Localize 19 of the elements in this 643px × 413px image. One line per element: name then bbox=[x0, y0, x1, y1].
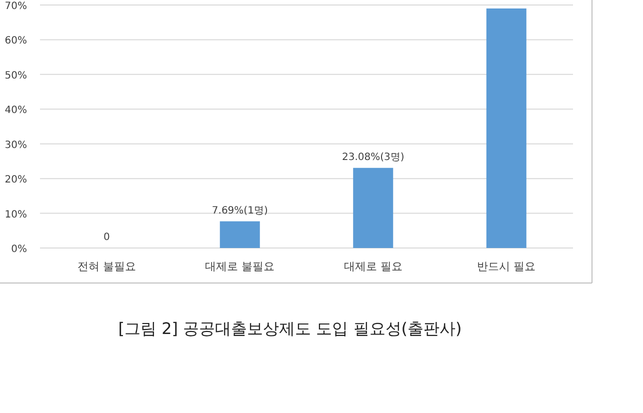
data-label: 23.08%(3명) bbox=[342, 152, 404, 163]
bar bbox=[486, 8, 526, 248]
data-label: 0 bbox=[103, 232, 110, 243]
y-tick-label: 10% bbox=[4, 209, 27, 220]
x-tick-label: 대제로 불필요 bbox=[205, 260, 275, 273]
y-tick-label: 20% bbox=[4, 174, 27, 186]
text: [그림 2] 공공대출보상제도 도입 필요성(출판사) bbox=[118, 319, 462, 338]
data-label: 7.69%(1명) bbox=[212, 205, 268, 216]
bar bbox=[353, 168, 394, 248]
bar bbox=[220, 221, 260, 248]
y-tick-label: 50% bbox=[4, 70, 27, 82]
y-tick-label: 0% bbox=[11, 244, 27, 255]
x-tick-label: 대제로 필요 bbox=[344, 260, 402, 273]
x-tick-label: 반드시 필요 bbox=[477, 260, 536, 273]
y-tick-label: 60% bbox=[4, 36, 27, 47]
x-tick-label: 전혀 불필요 bbox=[77, 260, 136, 273]
y-tick-label: 30% bbox=[4, 140, 27, 151]
y-tick-label: 70% bbox=[4, 1, 27, 12]
y-tick-label: 40% bbox=[4, 105, 27, 116]
